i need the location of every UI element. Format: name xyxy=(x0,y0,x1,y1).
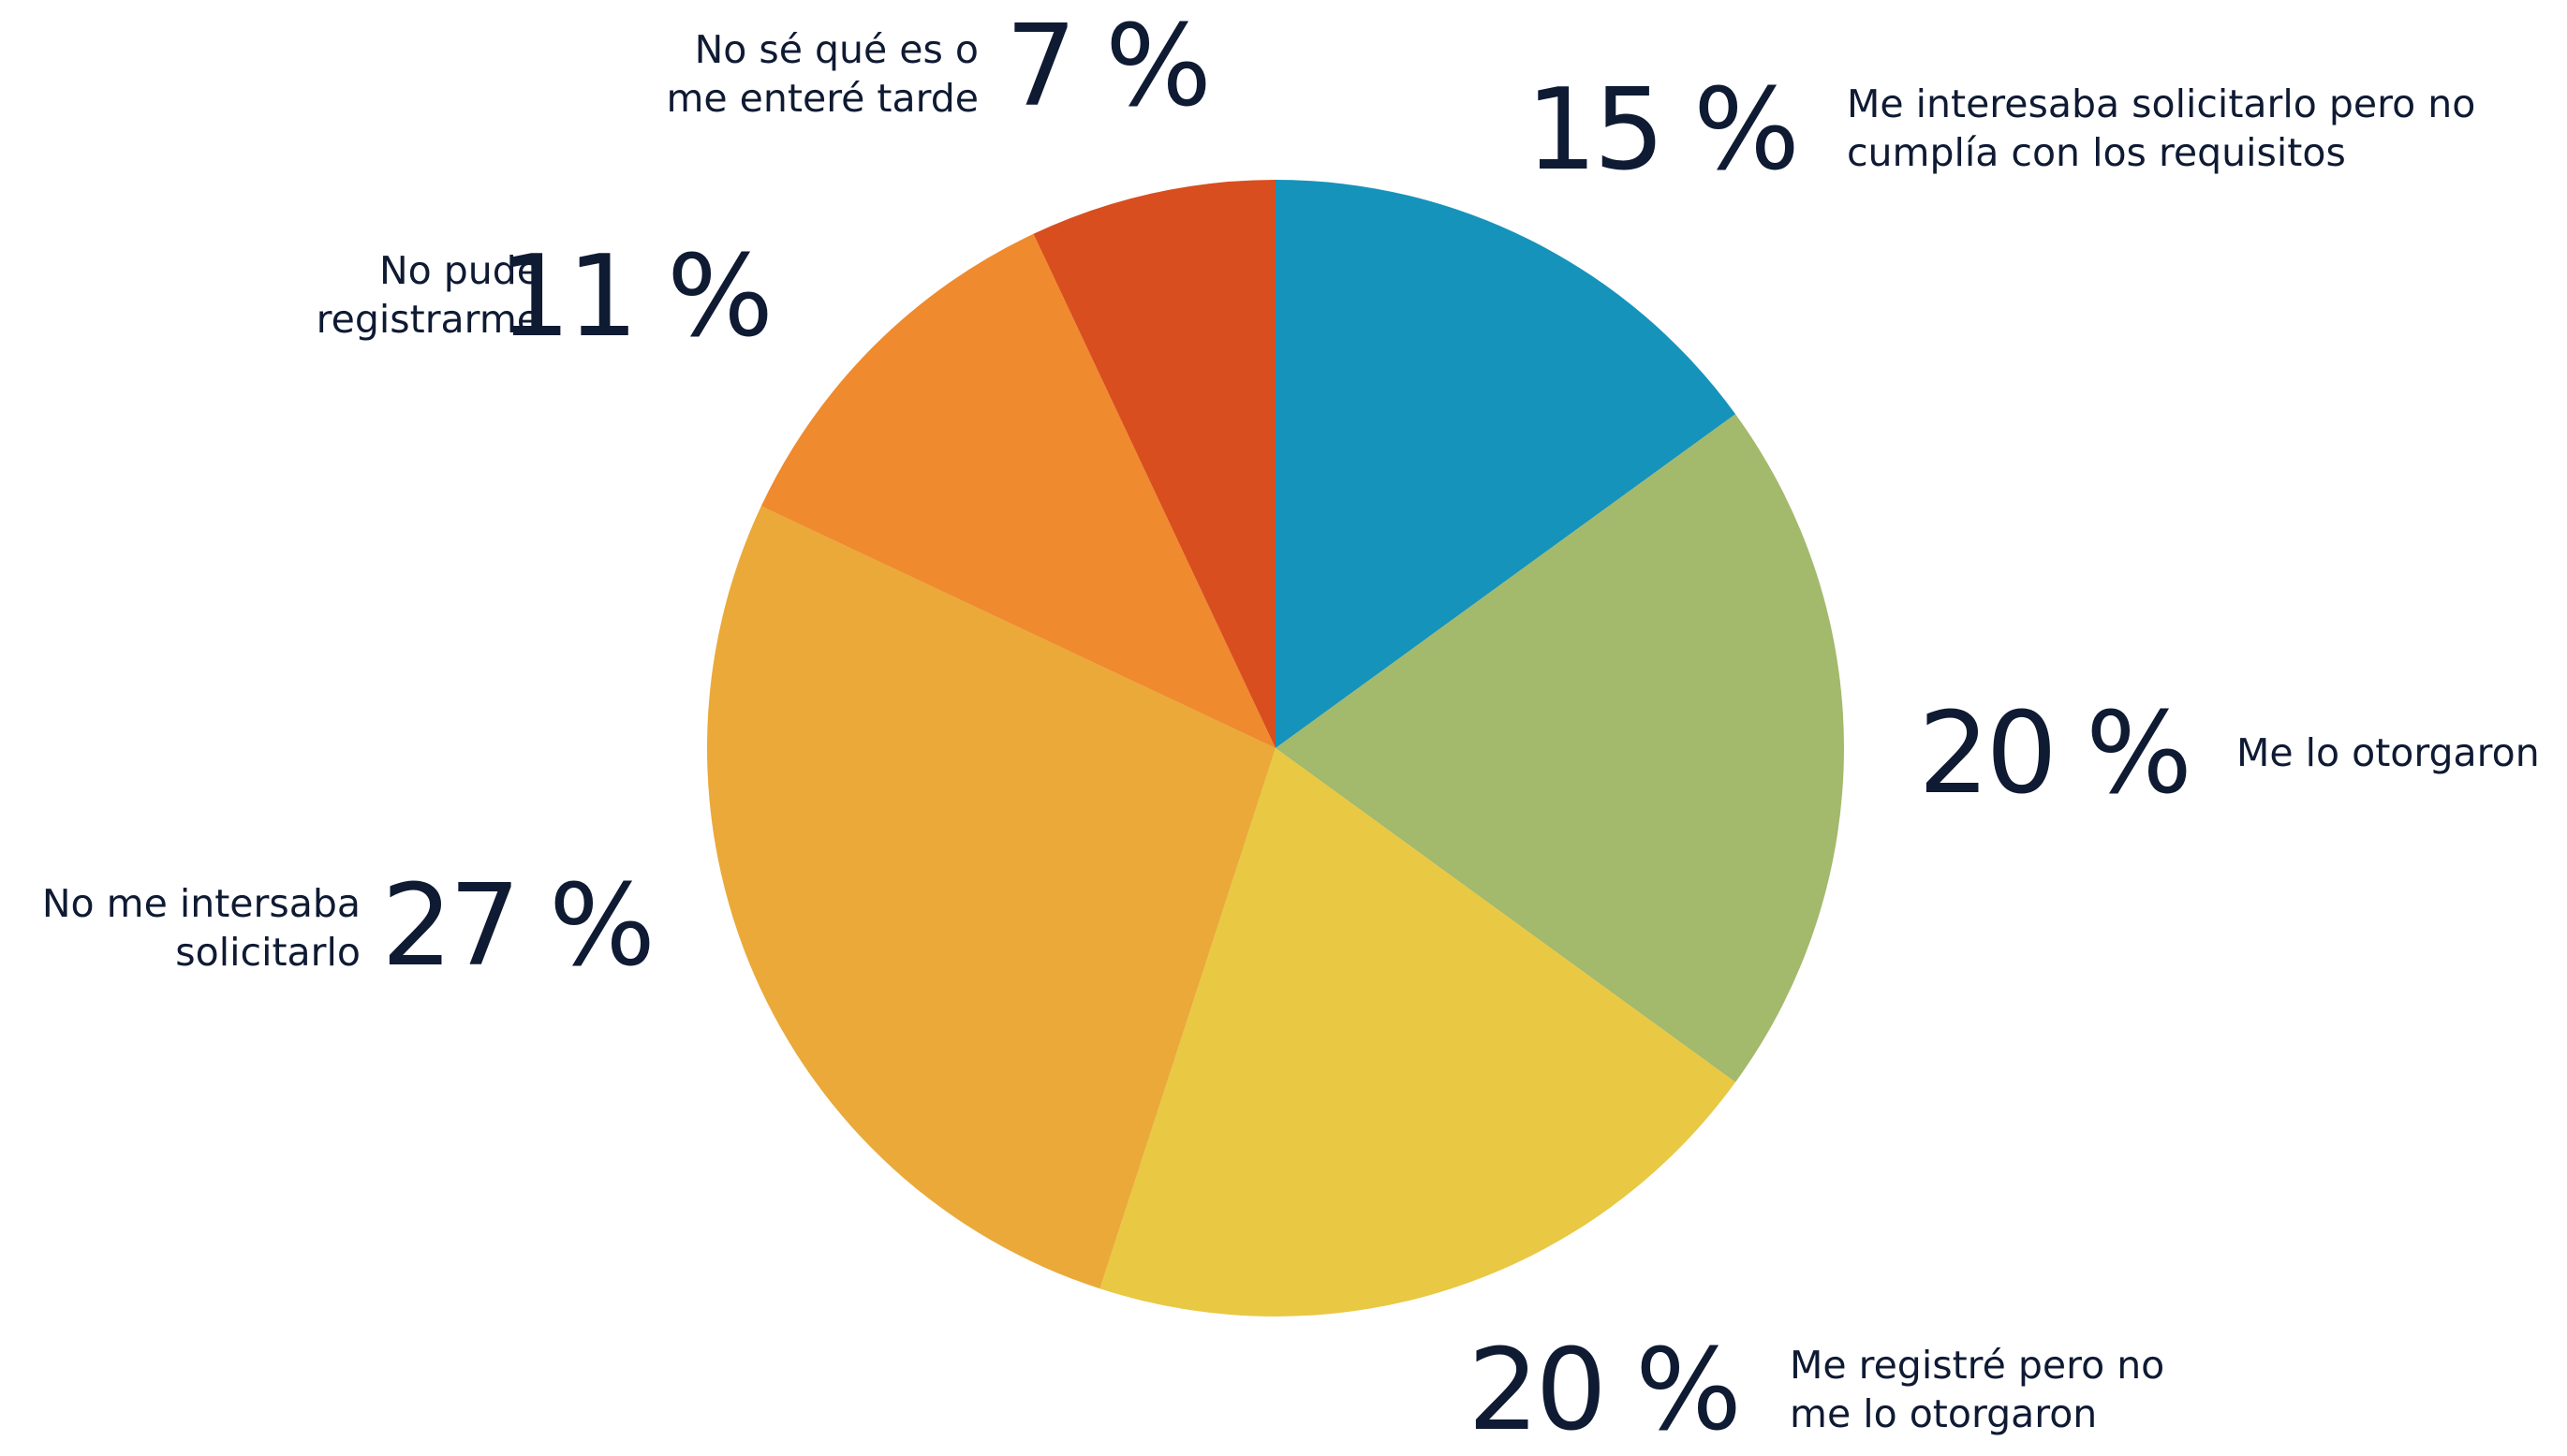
category-label: No me intersaba solicitarlo xyxy=(41,880,361,975)
value-label: 20 % xyxy=(1918,689,2192,819)
pie-slice xyxy=(1033,180,1276,748)
category-label: Me registré pero no me lo otorgaron xyxy=(1790,1342,2165,1436)
value-label: 7 % xyxy=(1005,2,1212,132)
category-label: Me lo otorgaron xyxy=(2236,729,2540,775)
category-label: No sé qué es o me enteré tarde xyxy=(666,26,979,121)
pie-slice xyxy=(706,506,1276,1289)
pie-slice xyxy=(760,233,1276,749)
category-label: Me interesaba solicitarlo pero no cumplí… xyxy=(1847,81,2476,175)
value-label: 20 % xyxy=(1468,1326,1742,1456)
pie-slice xyxy=(1276,414,1845,1082)
pie-slice xyxy=(1276,180,1736,748)
value-label: 15 % xyxy=(1526,66,1800,196)
value-label: 11 % xyxy=(499,232,774,362)
value-label: 27 % xyxy=(381,861,656,992)
category-label: No pude registrarme xyxy=(316,247,540,342)
pie-slice xyxy=(1099,748,1736,1316)
